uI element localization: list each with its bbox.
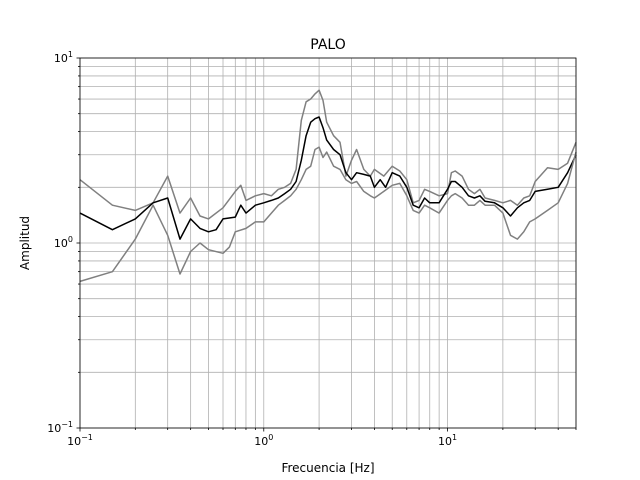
x-tick-label: 10−1: [67, 433, 93, 448]
series-line-upper: [79, 89, 577, 220]
y-tick-label: 101: [54, 50, 73, 65]
y-tick-label: 100: [54, 235, 73, 250]
chart-title: PALO: [310, 37, 345, 53]
x-tick-label: 101: [438, 433, 457, 448]
x-axis-label: Frecuencia [Hz]: [281, 461, 374, 475]
grid: [79, 57, 577, 429]
series-line-lower: [79, 146, 577, 283]
x-tick-label: 100: [254, 433, 273, 448]
series-line-mean: [79, 116, 577, 240]
series-group: [79, 89, 577, 283]
ticks: 10−1 100 101 10−1 100 101: [47, 50, 577, 448]
y-axis-label: Amplitud: [18, 216, 32, 270]
y-tick-label: 10−1: [47, 420, 73, 435]
